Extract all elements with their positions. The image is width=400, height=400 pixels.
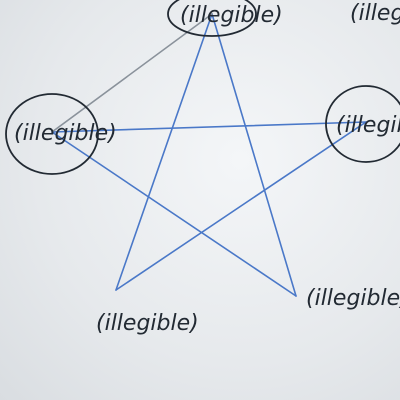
- node-right: (illegible): [325, 85, 400, 163]
- node-corner: (illegible): [350, 1, 400, 26]
- node-label: (illegible): [180, 3, 283, 28]
- edge-top-bottom-left: [115, 13, 213, 291]
- node-layer: (illegible) (illegible) (illegible) (illegi…: [5, 0, 400, 336]
- edge-right-bottom-left: [115, 121, 367, 291]
- node-label: (illegible): [350, 1, 400, 26]
- node-left: (illegible): [5, 93, 117, 175]
- edge-left-right: [51, 121, 367, 133]
- edge-left-top: [51, 13, 213, 133]
- node-label: (illegible): [336, 113, 400, 138]
- node-top: (illegible): [167, 0, 283, 37]
- edge-layer: [51, 13, 367, 297]
- edge-left-bottom-right: [51, 131, 297, 297]
- node-bottom-left: (illegible): [96, 311, 199, 336]
- node-label: (illegible): [96, 311, 199, 336]
- node-circle: [167, 0, 257, 37]
- node-label: (illegible): [306, 286, 400, 311]
- node-label: (illegible): [14, 121, 117, 146]
- edge-top-bottom-right: [211, 13, 297, 297]
- node-circle: [325, 85, 400, 163]
- node-circle: [5, 93, 99, 175]
- node-bottom-right: (illegible): [306, 286, 400, 311]
